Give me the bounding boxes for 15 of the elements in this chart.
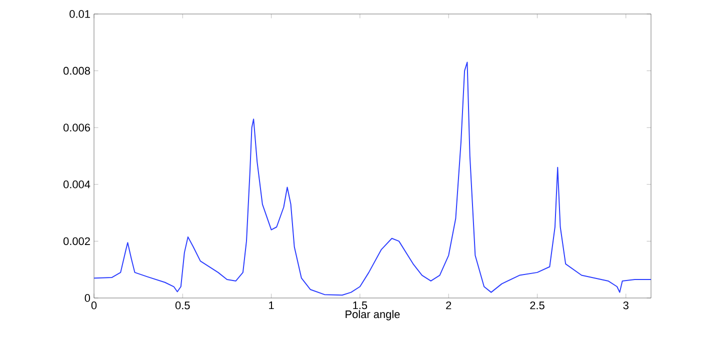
y-tick-label: 0.008: [63, 66, 90, 75]
line-series: [94, 62, 652, 296]
y-tick-label: 0.004: [63, 180, 90, 188]
x-tick-label: 1: [269, 302, 274, 310]
x-tick-label: 1.5: [353, 302, 368, 310]
y-tick-label: 0.006: [63, 124, 90, 132]
x-tick-label: 2.5: [530, 302, 544, 310]
x-axis-title: Polar angle: [346, 310, 400, 320]
x-tick-label: 0: [91, 302, 97, 310]
y-tick-label: 0.002: [63, 237, 90, 246]
x-tick-label: 3: [623, 302, 628, 310]
x-tick-label: 2: [446, 302, 452, 310]
x-tick-label: 0.5: [175, 302, 190, 310]
y-tick-label: 0: [84, 294, 90, 302]
y-tick-label: 0.01: [70, 10, 90, 18]
